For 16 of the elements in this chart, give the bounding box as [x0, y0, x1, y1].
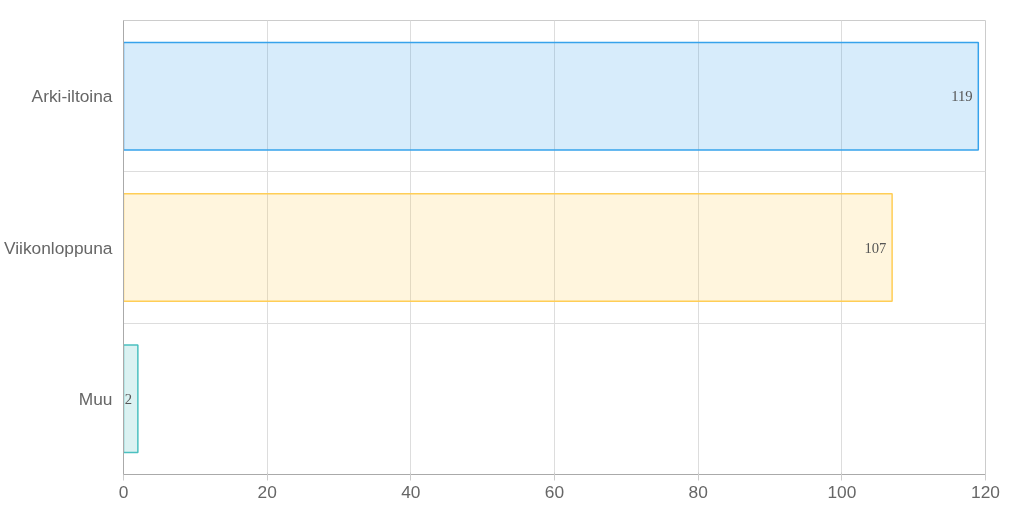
x-tick-label: 120	[971, 481, 1000, 502]
x-tick-label: 100	[827, 481, 857, 502]
data-label: 119	[951, 88, 973, 105]
y-tick-label: Muu	[78, 388, 113, 409]
y-tick-label: Arki-iltoina	[31, 86, 113, 107]
bar	[123, 41, 980, 151]
x-tick-label: 40	[401, 481, 421, 502]
data-label: 107	[864, 239, 887, 256]
bar	[123, 193, 893, 302]
x-tick-label: 20	[257, 481, 277, 502]
x-tick-label: 0	[118, 481, 129, 502]
x-tick-label: 80	[688, 481, 708, 502]
x-tick-label: 60	[544, 481, 565, 502]
data-label: 2	[124, 390, 133, 407]
bar	[123, 344, 139, 454]
y-tick-label: Viikonloppuna	[3, 237, 113, 258]
